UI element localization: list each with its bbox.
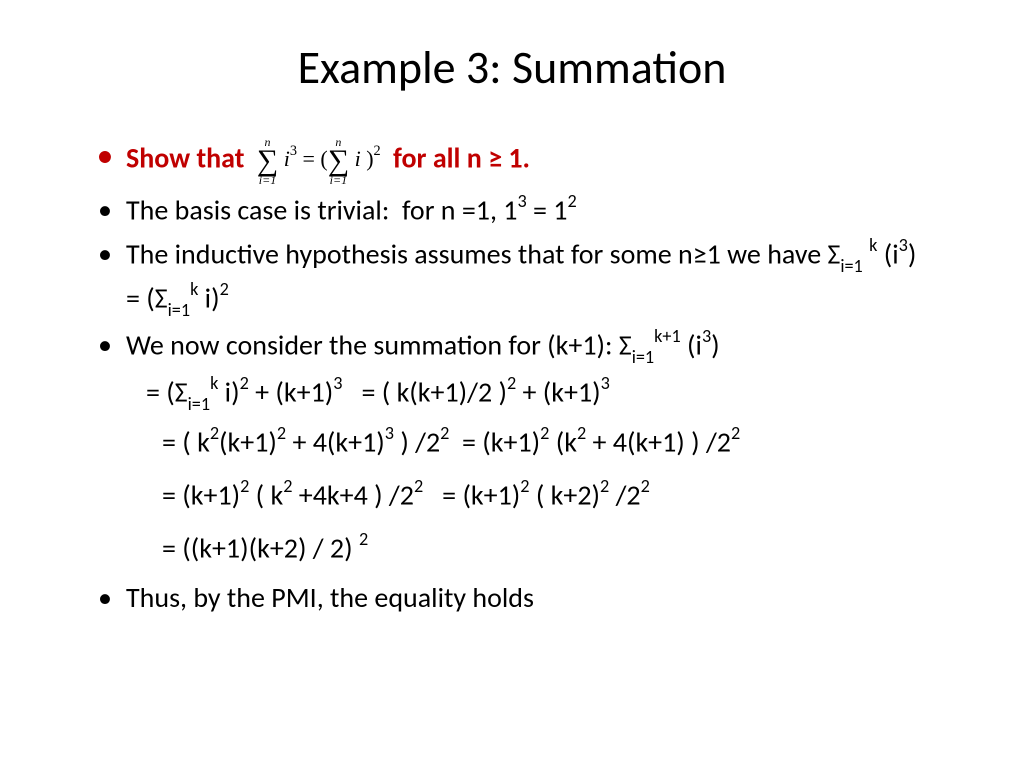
- bullet-consider-summation: We now consider the summation for (k+1):…: [90, 325, 934, 368]
- show-that-suffix: for all n ≥ 1.: [393, 141, 530, 176]
- step-3: = (k+1)2 ( k2 +4k+4 ) /22 = (k+1)2 ( k+2…: [90, 475, 934, 516]
- step-1: = (Σi=1k i)2 + (k+1)3 = ( k(k+1)/2 )2 + …: [90, 372, 934, 415]
- bullet-inductive-hypothesis: The inductive hypothesis assumes that fo…: [90, 234, 934, 321]
- step-4: = ((k+1)(k+2) / 2) 2: [90, 528, 934, 569]
- bullet-conclusion: Thus, by the PMI, the equality holds: [90, 578, 934, 619]
- step-2: = ( k2(k+1)2 + 4(k+1)3 ) /22 = (k+1)2 (k…: [90, 422, 934, 463]
- summation-formula: n∑i=1 i3 = (n∑i=1 i )2: [251, 136, 387, 186]
- bullet-basis-case: The basis case is trivial: for n =1, 13 …: [90, 190, 934, 231]
- bullet-show-that: Show that n∑i=1 i3 = (n∑i=1 i )2 for all…: [90, 136, 934, 186]
- slide-content: Show that n∑i=1 i3 = (n∑i=1 i )2 for all…: [90, 136, 934, 619]
- slide-title: Example 3: Summation: [90, 40, 934, 96]
- show-that-prefix: Show that: [126, 141, 251, 176]
